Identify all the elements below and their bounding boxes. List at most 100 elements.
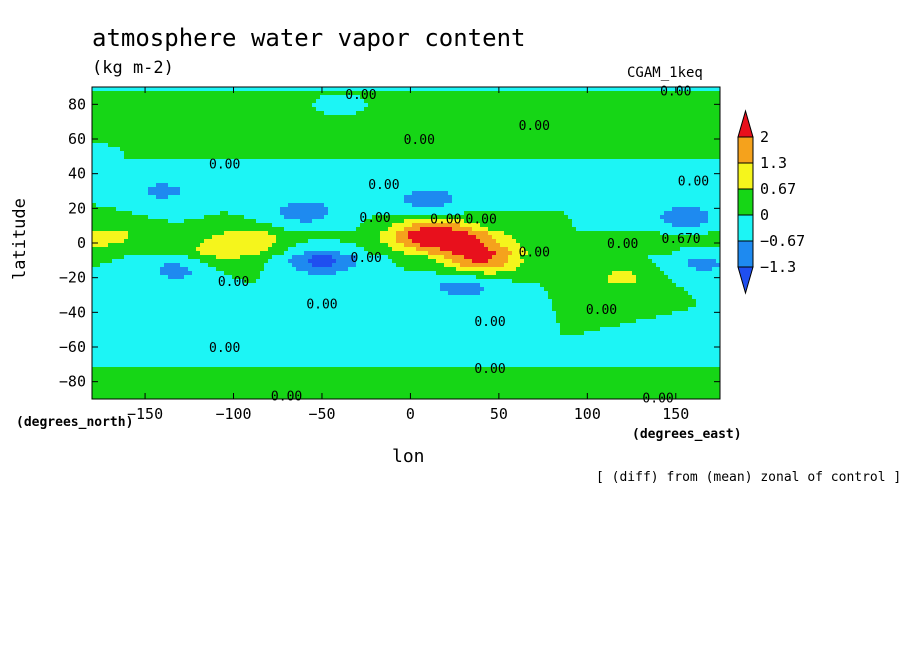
field-cell [328,191,332,195]
field-cell [328,99,332,103]
field-cell [292,287,296,291]
field-cell [416,343,420,347]
field-cell [208,287,212,291]
field-cell [476,183,480,187]
field-cell [292,179,296,183]
field-cell [340,359,344,363]
field-cell [124,287,128,291]
field-cell [380,263,384,267]
field-cell [128,275,132,279]
field-cell [464,167,468,171]
field-cell [496,255,500,259]
field-cell [228,255,232,259]
field-cell [172,175,176,179]
field-cell [156,159,160,163]
field-cell [412,287,416,291]
field-cell [128,171,132,175]
field-cell [328,243,332,247]
field-cell [284,179,288,183]
field-cell [288,187,292,191]
field-cell [360,359,364,363]
field-cell [260,319,264,323]
field-cell [300,291,304,295]
field-cell [268,351,272,355]
field-cell [260,307,264,311]
field-cell [248,251,252,255]
field-cell [400,291,404,295]
field-cell [232,291,236,295]
field-cell [288,179,292,183]
field-cell [132,323,136,327]
field-cell [140,355,144,359]
field-cell [316,259,320,263]
field-cell [112,343,116,347]
field-cell [500,203,504,207]
field-cell [160,203,164,207]
field-cell [408,307,412,311]
field-cell [244,239,248,243]
field-cell [368,267,372,271]
field-cell [212,323,216,327]
field-cell [284,283,288,287]
field-cell [328,327,332,331]
field-cell [424,331,428,335]
field-cell [112,171,116,175]
field-cell [460,323,464,327]
field-cell [236,255,240,259]
field-cell [428,211,432,215]
field-cell [220,323,224,327]
field-cell [136,211,140,215]
field-cell [392,187,396,191]
field-cell [404,227,408,231]
field-cell [352,295,356,299]
field-cell [288,219,292,223]
field-cell [268,291,272,295]
field-cell [344,327,348,331]
field-cell [180,295,184,299]
field-cell [324,179,328,183]
field-cell [124,295,128,299]
field-cell [340,175,344,179]
field-cell [488,307,492,311]
field-cell [164,359,168,363]
field-cell [212,179,216,183]
field-cell [184,187,188,191]
field-cell [248,243,252,247]
field-cell [288,175,292,179]
field-cell [244,171,248,175]
field-cell [124,311,128,315]
field-cell [320,203,324,207]
field-cell [384,315,388,319]
field-cell [320,243,324,247]
field-cell [116,187,120,191]
field-cell [212,331,216,335]
field-cell [188,203,192,207]
field-cell [356,287,360,291]
field-cell [512,243,516,247]
field-cell [336,187,340,191]
field-cell [240,343,244,347]
field-cell [388,171,392,175]
field-cell [324,347,328,351]
field-cell [256,247,260,251]
field-cell [284,359,288,363]
field-cell [296,311,300,315]
field-cell [508,283,512,287]
field-cell [324,339,328,343]
field-cell [244,191,248,195]
field-cell [456,359,460,363]
field-cell [348,259,352,263]
field-cell [512,247,516,251]
field-cell [500,207,504,211]
field-cell [484,163,488,167]
field-cell [276,335,280,339]
field-cell [276,271,280,275]
field-cell [304,287,308,291]
field-cell [128,359,132,363]
field-cell [204,211,208,215]
field-cell [184,211,188,215]
field-cell [344,251,348,255]
field-cell [336,95,340,99]
field-cell [336,159,340,163]
field-cell [452,243,456,247]
